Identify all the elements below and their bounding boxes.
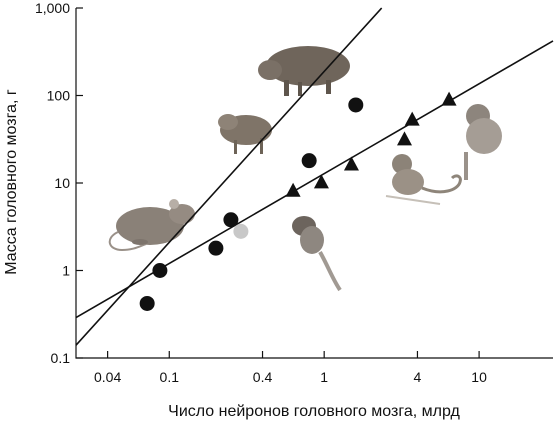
squirrel-monkey-icon bbox=[385, 154, 462, 205]
animal-illustrations bbox=[108, 46, 502, 292]
data-point-triangle bbox=[285, 182, 301, 197]
x-axis-title: Число нейронов головного мозга, млрд bbox=[168, 403, 460, 420]
marmoset-icon bbox=[292, 216, 342, 292]
y-tick-label: 1 bbox=[62, 263, 70, 279]
data-point-triangle bbox=[397, 131, 413, 146]
data-point-triangle bbox=[441, 91, 457, 106]
data-point-circle bbox=[233, 223, 249, 239]
data-point-triangle bbox=[343, 156, 359, 171]
data-point-triangle bbox=[313, 174, 329, 189]
x-tick-label: 10 bbox=[471, 369, 487, 385]
x-tick-label: 4 bbox=[414, 369, 422, 385]
capybara-icon bbox=[258, 46, 350, 96]
data-point-circle bbox=[301, 153, 317, 169]
y-axis-title: Масса головного мозга, г bbox=[3, 89, 20, 275]
x-tick-label: 0.04 bbox=[94, 369, 121, 385]
y-tick-label: 0.1 bbox=[51, 350, 71, 366]
data-point-circle bbox=[139, 295, 155, 311]
data-point-circle bbox=[348, 97, 364, 113]
data-point-circle bbox=[208, 240, 224, 256]
x-ticks: 0.04 0.1 0.4 1 4 10 bbox=[94, 351, 487, 385]
x-tick-label: 1 bbox=[320, 369, 328, 385]
agouti-icon bbox=[218, 114, 272, 154]
data-point-circle bbox=[223, 212, 239, 228]
x-tick-label: 0.1 bbox=[160, 369, 180, 385]
data-point-circle bbox=[152, 263, 168, 278]
y-tick-label: 100 bbox=[47, 88, 71, 104]
y-tick-label: 10 bbox=[54, 175, 70, 191]
macaque-icon bbox=[464, 104, 502, 180]
data-points bbox=[139, 91, 457, 311]
data-point-triangle bbox=[404, 111, 420, 126]
fit-line-circles bbox=[75, 7, 383, 346]
y-ticks: 0.1 1 10 100 1,000 bbox=[35, 0, 83, 366]
y-tick-label: 1,000 bbox=[35, 0, 70, 16]
axes: 0.04 0.1 0.4 1 4 10 0.1 1 10 100 1,000 bbox=[35, 0, 553, 385]
mouse-icon bbox=[108, 199, 195, 252]
x-tick-label: 0.4 bbox=[253, 369, 273, 385]
